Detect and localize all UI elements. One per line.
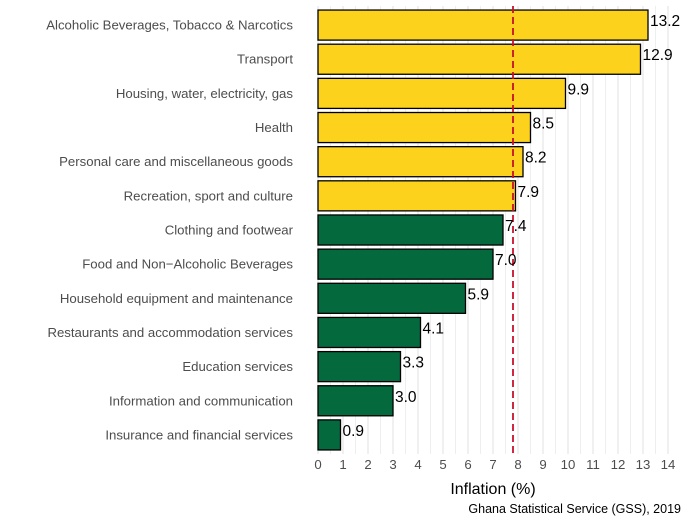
category-label: Alcoholic Beverages, Tobacco & Narcotics — [46, 18, 293, 33]
x-tick-label: 5 — [439, 457, 446, 472]
category-label: Food and Non−Alcoholic Beverages — [82, 257, 293, 272]
bar — [317, 111, 532, 144]
bar — [317, 248, 494, 280]
bar — [317, 43, 642, 75]
value-label: 4.1 — [423, 320, 445, 337]
value-label: 9.9 — [568, 81, 590, 98]
bar — [317, 385, 394, 417]
value-labels: 13.2 12.9 9.9 8.5 8.2 7.9 7.4 7.0 5.9 4.1 3.3 3.0 0.… — [343, 13, 681, 440]
x-tick-label: 8 — [514, 457, 521, 472]
bars — [317, 9, 649, 451]
x-axis-title: Inflation (%) — [450, 481, 535, 498]
x-axis-ticks: 0 1 2 3 4 5 6 7 8 9 10 11 12 13 14 — [314, 457, 675, 472]
bar — [317, 77, 567, 110]
bar — [317, 282, 467, 314]
x-tick-label: 14 — [661, 457, 676, 472]
category-label: Transport — [237, 52, 293, 67]
value-label: 3.0 — [395, 389, 417, 406]
x-tick-label: 3 — [389, 457, 396, 472]
x-tick-label: 9 — [539, 457, 546, 472]
category-labels: Alcoholic Beverages, Tobacco & Narcotics… — [46, 18, 293, 443]
bar — [317, 419, 342, 451]
value-label: 7.4 — [505, 218, 527, 235]
category-label: Health — [255, 120, 293, 135]
x-tick-label: 13 — [636, 457, 651, 472]
category-label: Recreation, sport and culture — [124, 188, 293, 203]
value-label: 3.3 — [403, 355, 425, 372]
x-tick-label: 7 — [489, 457, 496, 472]
bar — [317, 350, 402, 383]
category-label: Personal care and miscellaneous goods — [59, 154, 293, 169]
value-label: 7.0 — [495, 252, 517, 269]
value-label: 8.5 — [533, 116, 555, 133]
x-tick-label: 2 — [364, 457, 371, 472]
x-tick-label: 12 — [611, 457, 626, 472]
x-tick-label: 4 — [414, 457, 421, 472]
source-caption: Ghana Statistical Service (GSS), 2019 — [468, 502, 681, 516]
value-label: 12.9 — [643, 47, 673, 64]
category-label: Insurance and financial services — [105, 427, 293, 442]
bar — [317, 146, 524, 178]
category-label: Clothing and footwear — [165, 223, 294, 238]
bar — [317, 180, 517, 212]
x-tick-label: 1 — [339, 457, 346, 472]
bar — [317, 214, 504, 246]
category-label: Household equipment and maintenance — [60, 291, 293, 306]
value-label: 7.9 — [518, 184, 540, 201]
value-label: 13.2 — [650, 13, 680, 30]
bar — [317, 9, 649, 41]
value-label: 5.9 — [468, 286, 490, 303]
x-tick-label: 10 — [561, 457, 576, 472]
category-label: Information and communication — [109, 393, 293, 408]
x-tick-label: 11 — [586, 457, 600, 472]
x-tick-label: 0 — [314, 457, 321, 472]
x-tick-label: 6 — [464, 457, 471, 472]
category-label: Education services — [182, 359, 293, 374]
category-label: Housing, water, electricity, gas — [116, 86, 294, 101]
category-label: Restaurants and accommodation services — [47, 325, 293, 340]
bar — [317, 316, 422, 349]
value-label: 0.9 — [343, 423, 365, 440]
value-label: 8.2 — [525, 150, 547, 167]
